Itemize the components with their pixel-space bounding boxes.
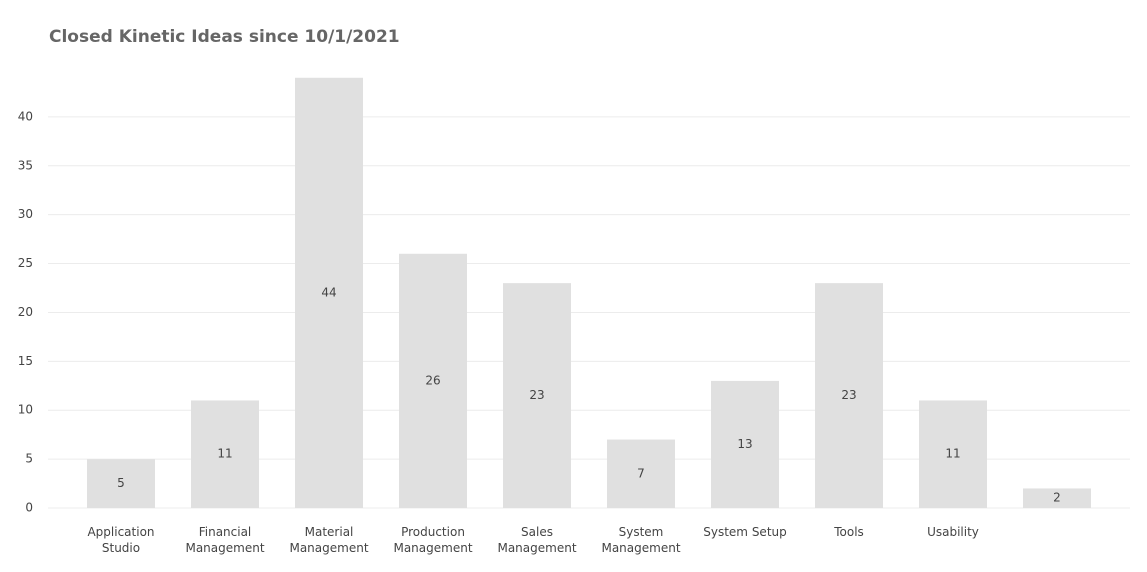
y-tick-label: 35 [18,158,33,172]
bar [607,439,675,508]
value-label: 44 [321,285,336,299]
value-label: 23 [529,388,544,402]
y-tick-label: 0 [25,501,33,515]
x-tick-label: Production Management [393,525,473,555]
x-tick-label: Financial Management [185,525,265,555]
bar [815,283,883,508]
value-label: 13 [737,437,752,451]
x-tick-label: Tools [834,525,864,539]
bar [711,380,779,508]
bar [1023,488,1091,508]
value-label: 7 [637,466,645,480]
x-tick-label: Usability [927,525,979,539]
y-tick-label: 15 [18,354,33,368]
value-label: 2 [1053,491,1061,505]
chart-title: Closed Kinetic Ideas since 10/1/2021 [49,27,400,47]
bar [191,400,259,508]
y-tick-label: 5 [25,452,33,466]
y-tick-label: 30 [18,207,33,221]
y-tick-label: 40 [18,109,33,123]
value-label: 23 [841,388,856,402]
value-label: 26 [425,373,440,387]
value-label: 11 [217,447,232,461]
x-tick-label: Sales Management [497,525,577,555]
x-tick-label: Application Studio [87,525,155,555]
bar [87,459,155,508]
value-label: 5 [117,476,125,490]
y-tick-label: 25 [18,256,33,270]
x-tick-label: Material Management [289,525,369,555]
y-tick-label: 10 [18,403,33,417]
x-tick-label: System Setup [703,525,787,539]
bar [503,283,571,508]
bar [295,77,363,509]
bar [919,400,987,508]
bar [399,253,467,508]
x-tick-label: System Management [601,525,681,555]
value-label: 11 [945,447,960,461]
y-tick-label: 20 [18,305,33,319]
